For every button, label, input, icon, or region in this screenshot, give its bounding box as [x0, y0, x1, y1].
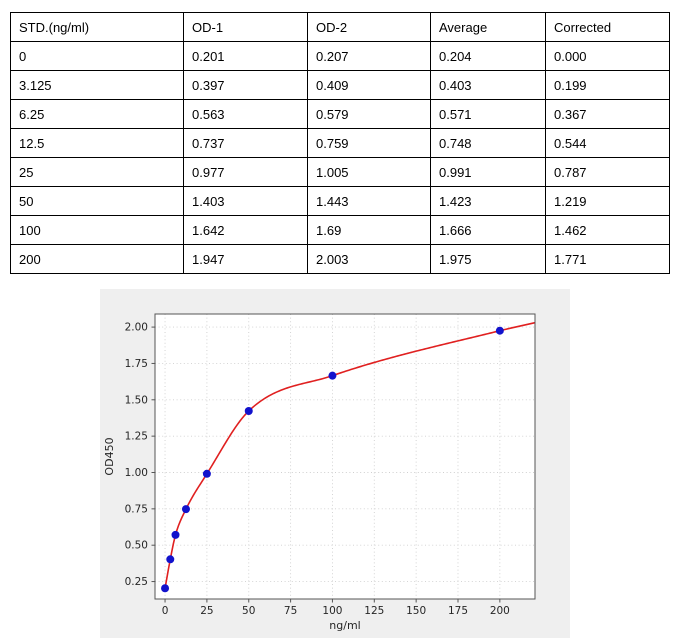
- x-tick-label: 150: [406, 605, 426, 617]
- table-cell: 0.000: [545, 41, 670, 71]
- plot-area: [155, 314, 535, 599]
- table-cell: 0.571: [430, 99, 546, 129]
- standards-table: STD.(ng/ml) OD-1 OD-2 Average Corrected 0 0.2…: [10, 12, 670, 274]
- table-row: 100 1.642 1.69 1.666 1.462: [10, 215, 670, 245]
- gridlines: [155, 314, 535, 599]
- data-point: [171, 530, 180, 539]
- y-tick-label: 1.75: [125, 358, 148, 370]
- column-header: STD.(ng/ml): [10, 12, 184, 42]
- standards-table-body: 0 0.201 0.207 0.204 0.000 3.125 0.397 0.409 0.40…: [10, 41, 670, 274]
- data-point: [495, 326, 504, 335]
- column-header: Corrected: [545, 12, 670, 42]
- table-cell: 1.771: [545, 244, 670, 274]
- table-cell: 0.579: [307, 99, 431, 129]
- table-cell: 1.443: [307, 186, 431, 216]
- table-cell: 0.737: [183, 128, 308, 158]
- x-axis-label: ng/ml: [329, 619, 360, 632]
- table-row: 200 1.947 2.003 1.975 1.771: [10, 244, 670, 274]
- standard-curve-figure: 0 25 50 75 100 125 150 175 200 0.25 0.50 0.75 1.00 1.…: [100, 289, 570, 638]
- y-tick-label: 0.50: [125, 540, 148, 552]
- table-cell: 0.748: [430, 128, 546, 158]
- data-point: [181, 505, 190, 514]
- table-cell: 100: [10, 215, 184, 245]
- column-header: OD-2: [307, 12, 431, 42]
- data-point: [166, 555, 175, 564]
- table-row: 25 0.977 1.005 0.991 0.787: [10, 157, 670, 187]
- table-row: 0 0.201 0.207 0.204 0.000: [10, 41, 670, 71]
- table-cell: 0.977: [183, 157, 308, 187]
- table-cell: 12.5: [10, 128, 184, 158]
- table-row: 6.25 0.563 0.579 0.571 0.367: [10, 99, 670, 129]
- table-cell: 0.759: [307, 128, 431, 158]
- data-points: [161, 326, 504, 593]
- data-point: [328, 371, 337, 380]
- table-cell: 50: [10, 186, 184, 216]
- table-cell: 1.005: [307, 157, 431, 187]
- column-header: OD-1: [183, 12, 308, 42]
- table-cell: 6.25: [10, 99, 184, 129]
- table-cell: 0: [10, 41, 184, 71]
- table-cell: 1.666: [430, 215, 546, 245]
- table-cell: 1.403: [183, 186, 308, 216]
- data-point: [202, 469, 211, 478]
- table-cell: 0.199: [545, 70, 670, 100]
- table-cell: 1.642: [183, 215, 308, 245]
- plot-border: [154, 313, 536, 600]
- table-cell: 0.204: [430, 41, 546, 71]
- table-row: 3.125 0.397 0.409 0.403 0.199: [10, 70, 670, 100]
- table-cell: 1.69: [307, 215, 431, 245]
- data-point: [161, 584, 170, 593]
- tick-labels: 0 25 50 75 100 125 150 175 200 0.25 0.50 0.75 1.00 1.…: [125, 322, 510, 617]
- y-tick-label: 1.50: [125, 394, 148, 406]
- x-tick-label: 50: [242, 605, 255, 617]
- y-tick-label: 1.25: [125, 431, 148, 443]
- table-cell: 0.397: [183, 70, 308, 100]
- table-cell: 0.367: [545, 99, 670, 129]
- fit-curve: [164, 321, 536, 589]
- x-tick-label: 0: [162, 605, 169, 617]
- standard-curve-chart: 0 25 50 75 100 125 150 175 200 0.25 0.50 0.75 1.00 1.…: [100, 289, 570, 638]
- y-axis-label: OD450: [103, 437, 116, 475]
- x-tick-label: 75: [284, 605, 297, 617]
- x-tick-label: 175: [448, 605, 468, 617]
- table-cell: 0.207: [307, 41, 431, 71]
- table-cell: 0.787: [545, 157, 670, 187]
- table-cell: 0.409: [307, 70, 431, 100]
- x-tick-label: 200: [490, 605, 510, 617]
- table-cell: 1.423: [430, 186, 546, 216]
- table-cell: 1.219: [545, 186, 670, 216]
- table-cell: 0.563: [183, 99, 308, 129]
- y-tick-label: 1.00: [125, 467, 148, 479]
- x-tick-label: 125: [364, 605, 384, 617]
- table-cell: 0.403: [430, 70, 546, 100]
- table-cell: 3.125: [10, 70, 184, 100]
- table-cell: 1.462: [545, 215, 670, 245]
- y-tick-label: 0.75: [125, 503, 148, 515]
- x-tick-label: 25: [200, 605, 213, 617]
- y-tick-label: 2.00: [125, 322, 148, 334]
- table-cell: 2.003: [307, 244, 431, 274]
- table-row: 12.5 0.737 0.759 0.748 0.544: [10, 128, 670, 158]
- y-tick-label: 0.25: [125, 576, 148, 588]
- x-tick-label: 100: [322, 605, 342, 617]
- data-point: [244, 406, 253, 415]
- table-header-row: STD.(ng/ml) OD-1 OD-2 Average Corrected: [10, 12, 670, 42]
- table-cell: 0.544: [545, 128, 670, 158]
- table-row: 50 1.403 1.443 1.423 1.219: [10, 186, 670, 216]
- table-cell: 0.991: [430, 157, 546, 187]
- tick-marks: [151, 326, 501, 603]
- standards-table-head: STD.(ng/ml) OD-1 OD-2 Average Corrected: [10, 12, 670, 42]
- table-cell: 0.201: [183, 41, 308, 71]
- table-cell: 200: [10, 244, 184, 274]
- table-cell: 1.975: [430, 244, 546, 274]
- column-header: Average: [430, 12, 546, 42]
- table-cell: 1.947: [183, 244, 308, 274]
- table-cell: 25: [10, 157, 184, 187]
